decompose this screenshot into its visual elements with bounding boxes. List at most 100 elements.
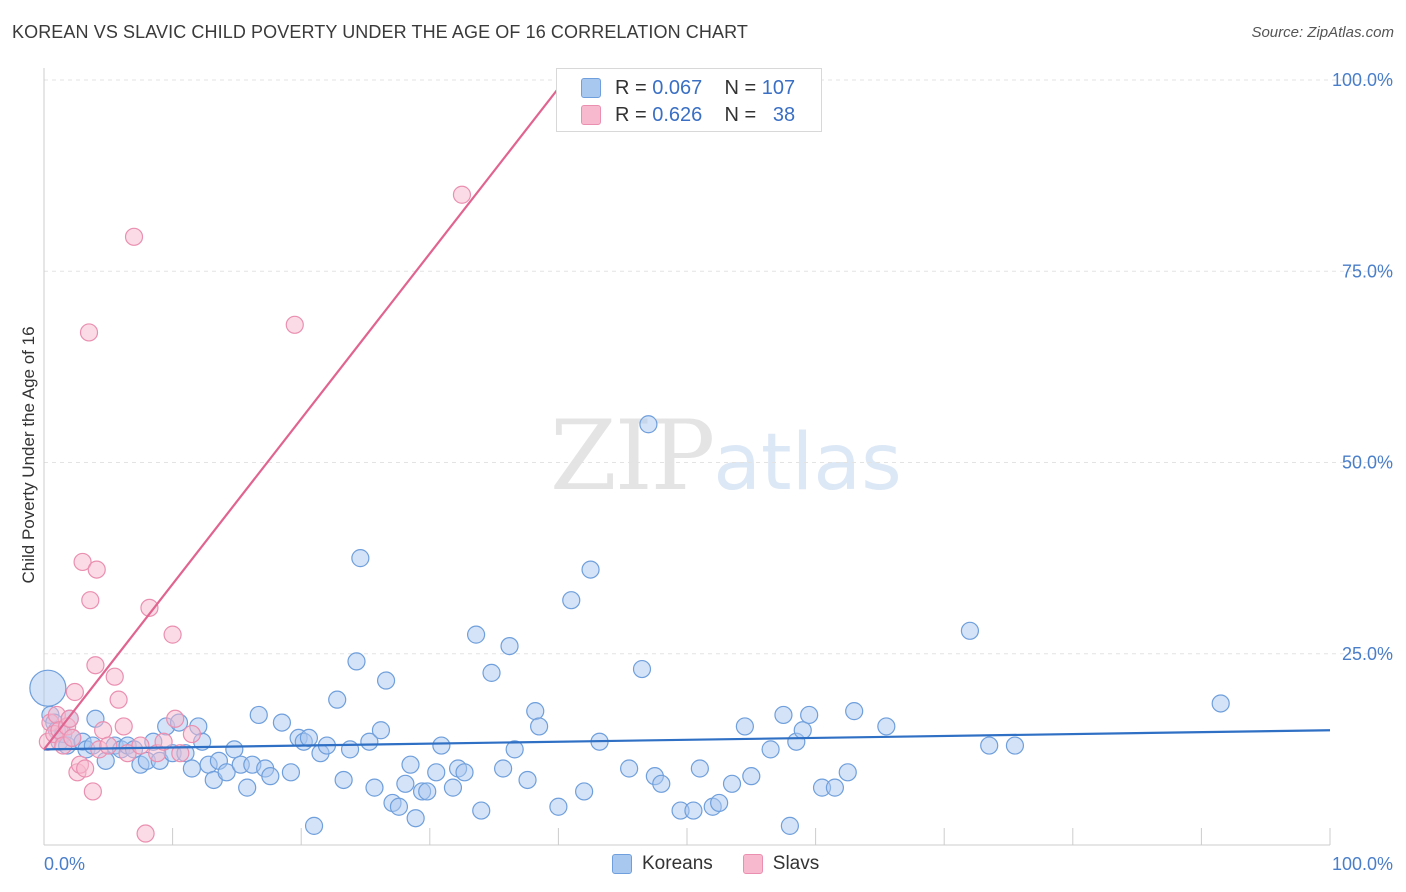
koreans-point [652,774,671,793]
legend-n-label: N = [724,103,757,126]
koreans-point [472,801,491,820]
koreans-point [182,759,201,778]
koreans-point [562,591,581,610]
koreans-point [482,663,501,682]
koreans-point [217,763,236,782]
grid-lines [44,79,1392,655]
legend-n-value: 38 [772,103,796,126]
slavs-point [285,315,304,334]
slavs-point [65,682,84,702]
slavs-point [136,824,155,843]
koreans-point [825,778,844,797]
koreans-point [639,415,658,434]
koreans-point [443,778,463,797]
slavs-point [154,732,173,751]
legend-item-koreans: Koreans [612,853,713,875]
x-tick-label: 100.0% [1332,854,1393,874]
koreans-point [261,767,280,786]
legend-r-label: R = [615,76,647,99]
slavs-point [79,323,99,342]
koreans-point [761,740,780,759]
x-tick-label: 0.0% [44,854,85,874]
koreans-point [340,740,360,759]
slavs-swatch [742,854,763,874]
koreans-point [877,717,896,736]
slavs-point [124,227,144,246]
koreans-point [406,809,425,828]
koreans-point [389,797,409,816]
koreans-point [838,763,857,782]
y-axis-label: Child Poverty Under the Age of 16 [19,326,38,583]
slavs-point [83,782,102,801]
slavs-point [81,591,100,610]
legend-n-value: 107 [761,76,796,99]
koreans-point [581,560,600,579]
koreans-point [505,740,524,759]
koreans-point [722,774,742,793]
koreans-point [360,732,379,751]
koreans-point [793,721,812,740]
koreans-point [526,702,545,721]
trend-lines [43,79,1331,751]
koreans-point [800,705,819,725]
koreans-point [249,705,268,725]
koreans-point [690,759,709,778]
slavs-trend-line [43,79,566,751]
koreans-point [376,671,396,690]
koreans-point [1005,736,1025,755]
koreans-swatch [581,78,601,98]
legend-n-label: N = [724,76,757,99]
y-tick-label: 50.0% [1342,453,1393,473]
koreans-point [334,770,353,790]
koreans-point [238,778,257,797]
slavs-point [163,625,182,644]
slavs-point [73,552,92,572]
slavs-point [63,728,82,748]
koreans-point [710,793,729,813]
koreans-series [29,415,1230,835]
koreans-point [347,652,366,671]
koreans-point [494,759,513,778]
slavs-point [105,667,124,686]
koreans-point [1211,694,1230,713]
koreans-point [304,816,324,835]
legend-r-label: R = [615,103,647,126]
watermark-zip: ZIP [550,400,715,512]
series-legend: Koreans Slavs [612,852,849,876]
koreans-point [396,774,415,793]
legend-label-koreans: Koreans [642,853,713,874]
koreans-point [632,659,652,679]
koreans-point [500,636,519,656]
slavs-point [114,717,133,736]
koreans-point [549,797,568,816]
koreans-point [780,816,799,835]
slavs-point [76,759,95,778]
koreans-point [845,702,864,721]
slavs-point [171,744,190,763]
stats-legend: R = 0.067 N = 107 R = 0.626 N = 38 [556,68,822,132]
chart-title: KOREAN VS SLAVIC CHILD POVERTY UNDER THE… [12,22,748,42]
y-tick-label: 75.0% [1342,261,1393,281]
koreans-point [980,736,999,755]
slavs-point [86,656,105,675]
koreans-point [351,549,370,568]
slavs-point [140,598,159,617]
koreans-trend-line [43,729,1331,751]
koreans-point [466,625,486,644]
legend-label-slavs: Slavs [772,853,820,874]
slavs-point [99,736,118,755]
koreans-point [530,717,549,736]
slavs-swatch [581,105,601,125]
slavs-point [109,690,128,709]
koreans-point [432,736,451,755]
koreans-point [272,713,292,732]
koreans-point [418,782,437,801]
koreans-point [281,763,301,782]
koreans-point [735,717,754,736]
legend-row-koreans: R = 0.067 N = 107 [581,75,795,101]
koreans-point [684,801,703,820]
legend-item-slavs: Slavs [742,853,820,875]
y-tick-label: 100.0% [1332,70,1393,90]
legend-row-slavs: R = 0.626 N = 38 [581,102,795,128]
legend-r-value: 0.067 [652,76,703,99]
